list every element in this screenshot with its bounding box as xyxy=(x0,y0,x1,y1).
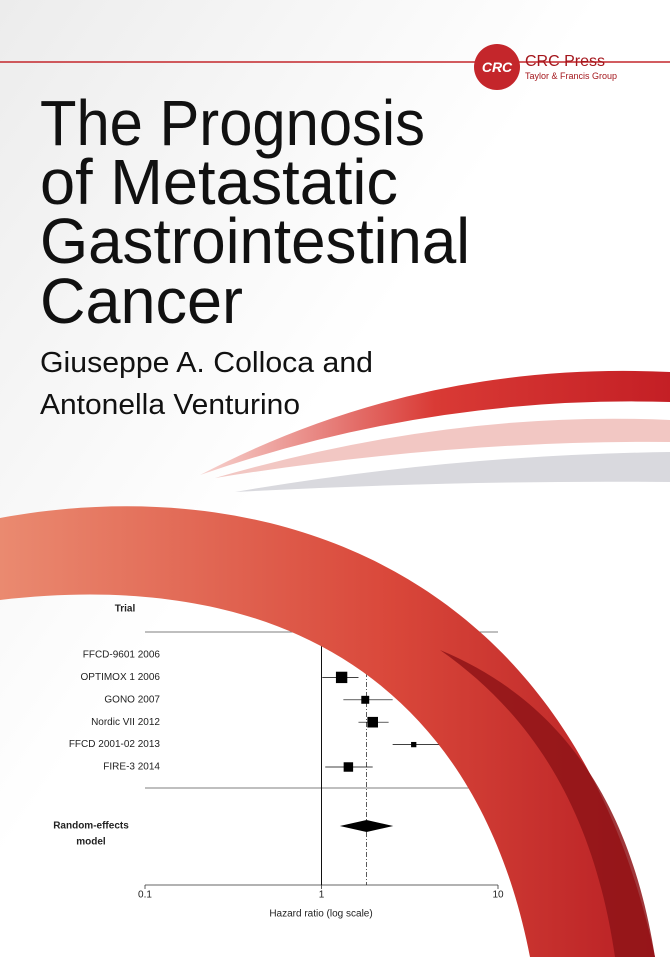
trial-label: Nordic VII 2012 xyxy=(91,717,160,728)
imprint: Taylor & Francis Group xyxy=(525,71,617,81)
title-line: Cancer xyxy=(40,265,243,337)
trial-label: FIRE-3 2014 xyxy=(103,762,160,773)
swoosh xyxy=(200,370,670,475)
x-axis-label: Hazard ratio (log scale) xyxy=(269,909,372,920)
x-tick-label: 0.1 xyxy=(138,890,152,901)
point-estimate xyxy=(367,716,378,728)
title: The Prognosis of Metastatic Gastrointest… xyxy=(40,87,470,337)
trial-label: FFCD 2001-02 2013 xyxy=(69,739,161,750)
column-header: Trial xyxy=(115,604,136,615)
publisher: CRC Press xyxy=(525,53,605,70)
summary-label: model xyxy=(76,837,106,848)
point-estimate xyxy=(343,762,354,772)
trial-label: FFCD-9601 2006 xyxy=(83,650,161,661)
summary-diamond xyxy=(339,820,394,832)
logo xyxy=(474,44,520,90)
swoosh xyxy=(215,418,670,478)
swoosh xyxy=(0,506,655,957)
swoosh xyxy=(235,452,670,492)
point-estimate xyxy=(361,695,370,704)
logo-text: CRC xyxy=(482,59,513,75)
x-tick-label: 10 xyxy=(492,890,504,901)
summary-label: Random-effects xyxy=(53,821,129,832)
point-estimate xyxy=(335,671,348,684)
point-estimate xyxy=(411,741,417,748)
trial-label: OPTIMOX 1 2006 xyxy=(81,672,161,683)
title-line: The Prognosis xyxy=(40,87,425,159)
authors: Giuseppe A. Colloca and Antonella Ventur… xyxy=(40,347,373,421)
author-line: Giuseppe A. Colloca and xyxy=(40,347,373,379)
swoosh xyxy=(440,650,655,957)
title-line: Gastrointestinal xyxy=(40,205,470,277)
x-tick-label: 1 xyxy=(319,890,325,901)
title-line: of Metastatic xyxy=(40,146,398,218)
author-line: Antonella Venturino xyxy=(40,389,300,421)
trial-label: GONO 2007 xyxy=(104,694,160,705)
